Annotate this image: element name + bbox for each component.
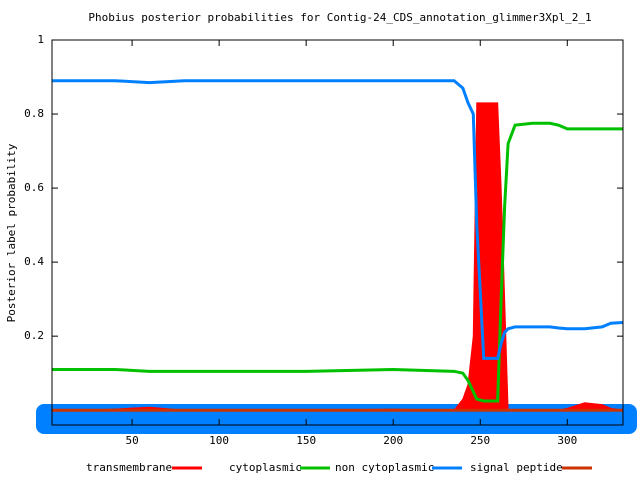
y-tick-label: 0.2 [24, 329, 44, 342]
x-tick-label: 250 [470, 434, 490, 447]
legend-label: cytoplasmic [229, 461, 302, 474]
y-tick-label: 0.8 [24, 107, 44, 120]
y-tick-label: 1 [37, 33, 44, 46]
x-tick-label: 100 [209, 434, 229, 447]
x-tick-label: 200 [383, 434, 403, 447]
y-axis-label: Posterior label probability [5, 143, 18, 322]
legend-label: transmembrane [86, 461, 172, 474]
legend-label: non cytoplasmic [335, 461, 434, 474]
line [52, 121, 623, 403]
line [52, 79, 624, 360]
y-tick-label: 0.6 [24, 181, 44, 194]
x-tick-label: 50 [125, 434, 138, 447]
x-tick-label: 150 [296, 434, 316, 447]
x-tick-label: 300 [557, 434, 577, 447]
chart-title: Phobius posterior probabilities for Cont… [88, 11, 591, 24]
plot-frame [51, 39, 624, 426]
y-tick-label: 0.4 [24, 255, 44, 268]
legend-label: signal peptide [470, 461, 563, 474]
